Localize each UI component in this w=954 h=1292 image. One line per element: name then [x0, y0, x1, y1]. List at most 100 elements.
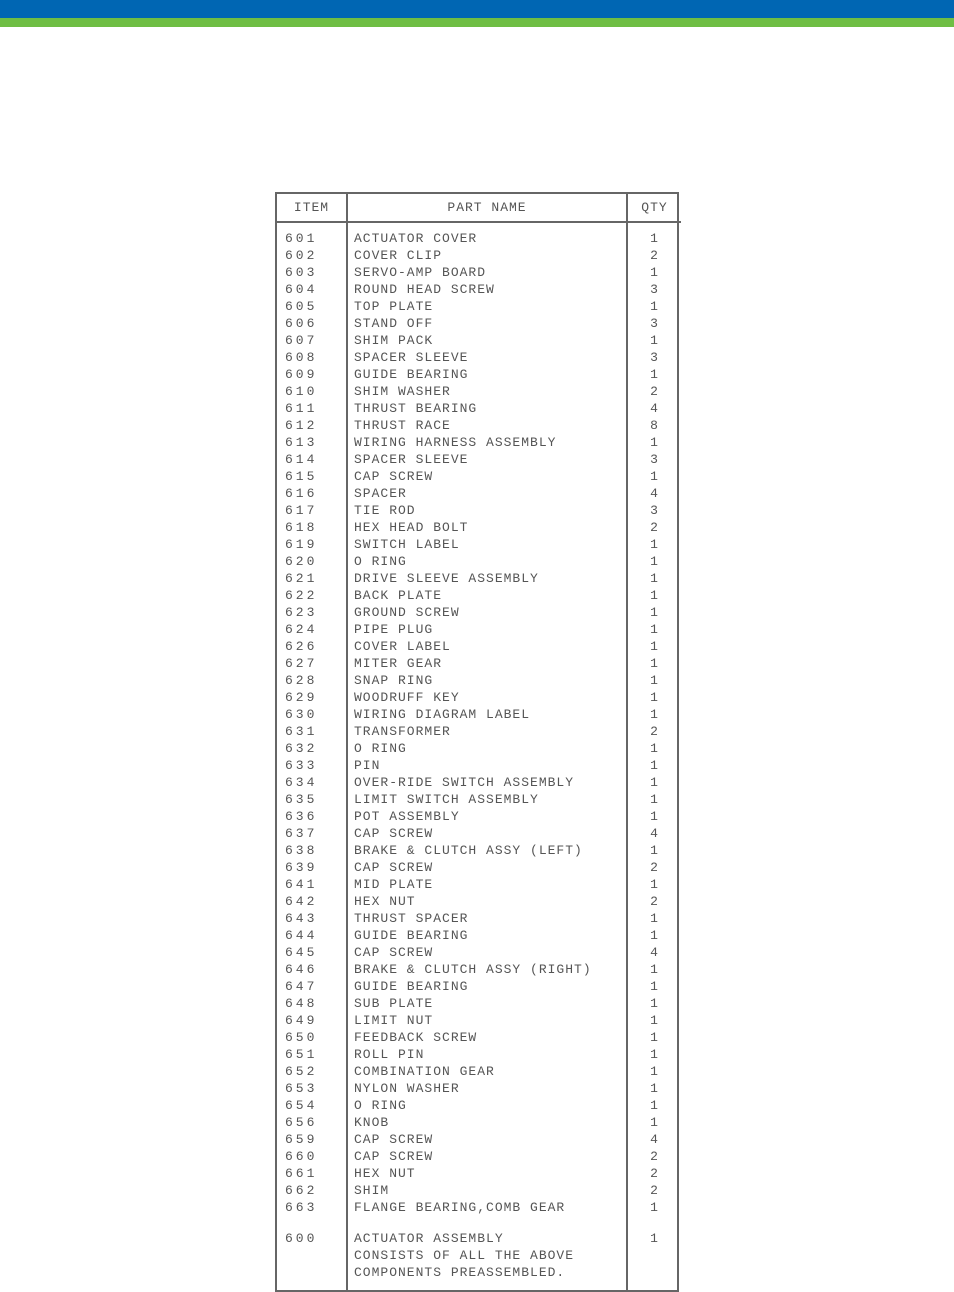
- cell-part-name: ROLL PIN: [347, 1045, 627, 1062]
- cell-item: 652: [277, 1062, 347, 1079]
- footer-part-name-2: CONSISTS OF ALL THE ABOVE: [347, 1246, 627, 1263]
- table-row: 618HEX HEAD BOLT2: [277, 518, 681, 535]
- cell-qty: 1: [627, 977, 681, 994]
- footer-part-name-3: COMPONENTS PREASSEMBLED.: [347, 1263, 627, 1290]
- cell-qty: 2: [627, 892, 681, 909]
- cell-part-name: GUIDE BEARING: [347, 926, 627, 943]
- cell-qty: 1: [627, 1079, 681, 1096]
- cell-qty: 1: [627, 1011, 681, 1028]
- cell-qty: 1: [627, 671, 681, 688]
- cell-part-name: CAP SCREW: [347, 1130, 627, 1147]
- table-row: 645CAP SCREW4: [277, 943, 681, 960]
- cell-item: 627: [277, 654, 347, 671]
- cell-item: 621: [277, 569, 347, 586]
- cell-qty: 1: [627, 1113, 681, 1130]
- cell-part-name: CAP SCREW: [347, 467, 627, 484]
- cell-qty: 1: [627, 467, 681, 484]
- table-row: 613WIRING HARNESS ASSEMBLY1: [277, 433, 681, 450]
- cell-qty: 1: [627, 841, 681, 858]
- table-row: 646BRAKE & CLUTCH ASSY (RIGHT)1: [277, 960, 681, 977]
- top-bar: [0, 0, 954, 27]
- table-row: 660CAP SCREW2: [277, 1147, 681, 1164]
- cell-item: 603: [277, 263, 347, 280]
- cell-part-name: FLANGE BEARING,COMB GEAR: [347, 1198, 627, 1223]
- cell-item: 607: [277, 331, 347, 348]
- cell-part-name: SHIM: [347, 1181, 627, 1198]
- cell-item: 626: [277, 637, 347, 654]
- cell-item: 628: [277, 671, 347, 688]
- cell-qty: 3: [627, 280, 681, 297]
- cell-qty: 8: [627, 416, 681, 433]
- cell-part-name: SPACER SLEEVE: [347, 348, 627, 365]
- cell-item: 631: [277, 722, 347, 739]
- table-row: 606STAND OFF3: [277, 314, 681, 331]
- cell-part-name: O RING: [347, 739, 627, 756]
- cell-part-name: SWITCH LABEL: [347, 535, 627, 552]
- cell-qty: 1: [627, 1028, 681, 1045]
- cell-part-name: ROUND HEAD SCREW: [347, 280, 627, 297]
- cell-qty: 2: [627, 858, 681, 875]
- cell-qty: 4: [627, 1130, 681, 1147]
- cell-qty: 1: [627, 654, 681, 671]
- table-row: 656KNOB1: [277, 1113, 681, 1130]
- table-row: 603SERVO-AMP BOARD1: [277, 263, 681, 280]
- cell-part-name: O RING: [347, 552, 627, 569]
- col-header-item: ITEM: [277, 194, 347, 222]
- cell-item: 635: [277, 790, 347, 807]
- cell-part-name: THRUST BEARING: [347, 399, 627, 416]
- table-row: 652COMBINATION GEAR1: [277, 1062, 681, 1079]
- cell-part-name: HEX HEAD BOLT: [347, 518, 627, 535]
- cell-qty: 4: [627, 399, 681, 416]
- table-row: 621DRIVE SLEEVE ASSEMBLY1: [277, 569, 681, 586]
- cell-qty: 1: [627, 1198, 681, 1223]
- table-row: 601ACTUATOR COVER1: [277, 222, 681, 246]
- cell-item: 646: [277, 960, 347, 977]
- table-row: 622BACK PLATE1: [277, 586, 681, 603]
- cell-part-name: COMBINATION GEAR: [347, 1062, 627, 1079]
- footer-qty-empty: [627, 1263, 681, 1290]
- cell-part-name: BRAKE & CLUTCH ASSY (LEFT): [347, 841, 627, 858]
- col-header-qty: QTY: [627, 194, 681, 222]
- table-row: 634OVER-RIDE SWITCH ASSEMBLY1: [277, 773, 681, 790]
- footer-row: CONSISTS OF ALL THE ABOVE: [277, 1246, 681, 1263]
- table-row: 642HEX NUT2: [277, 892, 681, 909]
- table-row: 659CAP SCREW4: [277, 1130, 681, 1147]
- table-row: 631TRANSFORMER2: [277, 722, 681, 739]
- cell-item: 609: [277, 365, 347, 382]
- cell-item: 619: [277, 535, 347, 552]
- cell-qty: 1: [627, 960, 681, 977]
- table-row: 638BRAKE & CLUTCH ASSY (LEFT)1: [277, 841, 681, 858]
- table-row: 626COVER LABEL1: [277, 637, 681, 654]
- cell-part-name: GUIDE BEARING: [347, 365, 627, 382]
- table-row: 661HEX NUT2: [277, 1164, 681, 1181]
- cell-item: 649: [277, 1011, 347, 1028]
- cell-qty: 1: [627, 994, 681, 1011]
- table-row: 637CAP SCREW4: [277, 824, 681, 841]
- table-body: 601ACTUATOR COVER1602COVER CLIP2603SERVO…: [277, 222, 681, 1223]
- cell-item: 624: [277, 620, 347, 637]
- table-row: 641MID PLATE1: [277, 875, 681, 892]
- cell-qty: 1: [627, 535, 681, 552]
- table-row: 607SHIM PACK1: [277, 331, 681, 348]
- cell-qty: 4: [627, 484, 681, 501]
- cell-part-name: COVER LABEL: [347, 637, 627, 654]
- table-row: 620O RING1: [277, 552, 681, 569]
- cell-qty: 3: [627, 450, 681, 467]
- cell-qty: 2: [627, 382, 681, 399]
- table-row: 644GUIDE BEARING1: [277, 926, 681, 943]
- cell-item: 661: [277, 1164, 347, 1181]
- cell-qty: 1: [627, 1096, 681, 1113]
- cell-part-name: CAP SCREW: [347, 943, 627, 960]
- cell-part-name: BACK PLATE: [347, 586, 627, 603]
- cell-qty: 1: [627, 1045, 681, 1062]
- cell-part-name: POT ASSEMBLY: [347, 807, 627, 824]
- cell-qty: 2: [627, 1181, 681, 1198]
- cell-item: 642: [277, 892, 347, 909]
- cell-item: 610: [277, 382, 347, 399]
- cell-part-name: WIRING HARNESS ASSEMBLY: [347, 433, 627, 450]
- cell-part-name: SPACER: [347, 484, 627, 501]
- table-row: 612THRUST RACE8: [277, 416, 681, 433]
- footer-qty-empty: [627, 1246, 681, 1263]
- cell-qty: 2: [627, 1147, 681, 1164]
- cell-item: 614: [277, 450, 347, 467]
